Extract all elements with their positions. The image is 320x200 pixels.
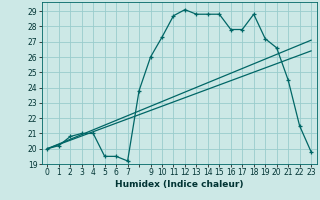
X-axis label: Humidex (Indice chaleur): Humidex (Indice chaleur) (115, 180, 244, 189)
